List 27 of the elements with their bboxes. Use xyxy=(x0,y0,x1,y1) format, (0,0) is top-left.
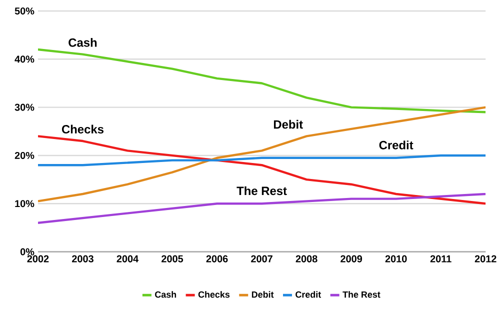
x-tick-label: 2008 xyxy=(296,255,318,262)
legend-label: Credit xyxy=(296,291,321,298)
x-tick-label: 2005 xyxy=(162,255,184,262)
text: Debit xyxy=(274,120,303,129)
legend-label: Checks xyxy=(198,291,230,298)
x-tick-label: 2002 xyxy=(27,255,49,262)
x-tick-label: 2003 xyxy=(72,255,94,263)
x-tick-label: 2011 xyxy=(430,255,452,262)
x-tick-label: 2007 xyxy=(251,255,272,262)
y-tick-label: 40% xyxy=(14,56,34,63)
x-tick-label: 2004 xyxy=(116,255,139,262)
x-tick-label: 2006 xyxy=(206,255,228,262)
text: Checks xyxy=(62,124,104,134)
y-tick-label: 30% xyxy=(14,104,34,111)
legend-label: Debit xyxy=(252,291,274,298)
y-tick-label: 20% xyxy=(14,152,34,160)
x-tick-label: 2009 xyxy=(340,255,362,262)
text: The Rest xyxy=(236,186,287,196)
text: Cash xyxy=(68,38,97,47)
y-tick-label: 50% xyxy=(14,8,34,15)
text: Credit xyxy=(379,140,414,150)
legend-label: Cash xyxy=(155,291,176,298)
y-tick-label: 0% xyxy=(20,248,34,256)
y-tick-label: 10% xyxy=(15,200,34,208)
legend-label: The Rest xyxy=(342,291,380,298)
x-tick-label: 2012 xyxy=(474,255,496,262)
x-tick-label: 2010 xyxy=(385,255,407,262)
